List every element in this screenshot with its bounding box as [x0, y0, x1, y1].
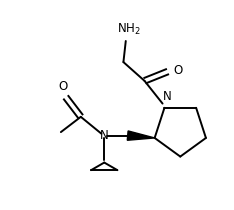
Text: N: N — [162, 90, 171, 103]
Polygon shape — [127, 131, 155, 140]
Text: O: O — [58, 80, 68, 93]
Text: N: N — [100, 129, 109, 142]
Text: NH$_2$: NH$_2$ — [117, 22, 141, 37]
Text: O: O — [173, 64, 182, 77]
